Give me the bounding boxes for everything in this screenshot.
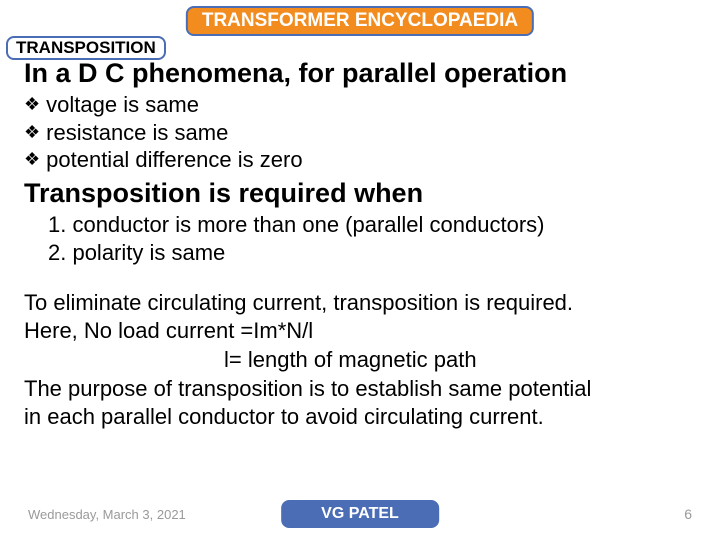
bullet-item: ❖ voltage is same: [24, 91, 696, 119]
numbered-item: 1. conductor is more than one (parallel …: [48, 211, 696, 239]
footer-author-text: VG PATEL: [321, 505, 399, 522]
subtitle-text: TRANSPOSITION: [16, 38, 156, 57]
title-badge: TRANSFORMER ENCYCLOPAEDIA: [186, 6, 534, 36]
content-area: In a D C phenomena, for parallel operati…: [24, 58, 696, 432]
footer-date: Wednesday, March 3, 2021: [28, 507, 186, 522]
diamond-icon: ❖: [24, 146, 40, 173]
diamond-icon: ❖: [24, 91, 40, 118]
bullet-item: ❖ resistance is same: [24, 119, 696, 147]
bullet-text: voltage is same: [46, 91, 199, 119]
numbered-list: 1. conductor is more than one (parallel …: [48, 211, 696, 267]
para-line: l= length of magnetic path: [24, 346, 696, 375]
footer-author-badge: VG PATEL: [281, 500, 439, 528]
heading-2: Transposition is required when: [24, 178, 696, 209]
para-line: in each parallel conductor to avoid circ…: [24, 403, 696, 432]
para-line: The purpose of transposition is to estab…: [24, 375, 696, 404]
bullet-list: ❖ voltage is same ❖ resistance is same ❖…: [24, 91, 696, 174]
paragraph: To eliminate circulating current, transp…: [24, 289, 696, 432]
para-line: To eliminate circulating current, transp…: [24, 289, 696, 318]
slide: TRANSFORMER ENCYCLOPAEDIA TRANSPOSITION …: [0, 0, 720, 540]
bullet-item: ❖ potential difference is zero: [24, 146, 696, 174]
subtitle-badge: TRANSPOSITION: [6, 36, 166, 60]
heading-1: In a D C phenomena, for parallel operati…: [24, 58, 696, 89]
title-text: TRANSFORMER ENCYCLOPAEDIA: [202, 10, 518, 31]
numbered-item: 2. polarity is same: [48, 239, 696, 267]
diamond-icon: ❖: [24, 119, 40, 146]
bullet-text: resistance is same: [46, 119, 228, 147]
footer-page-number: 6: [684, 506, 692, 522]
para-line: Here, No load current =Im*N/l: [24, 317, 696, 346]
bullet-text: potential difference is zero: [46, 146, 302, 174]
